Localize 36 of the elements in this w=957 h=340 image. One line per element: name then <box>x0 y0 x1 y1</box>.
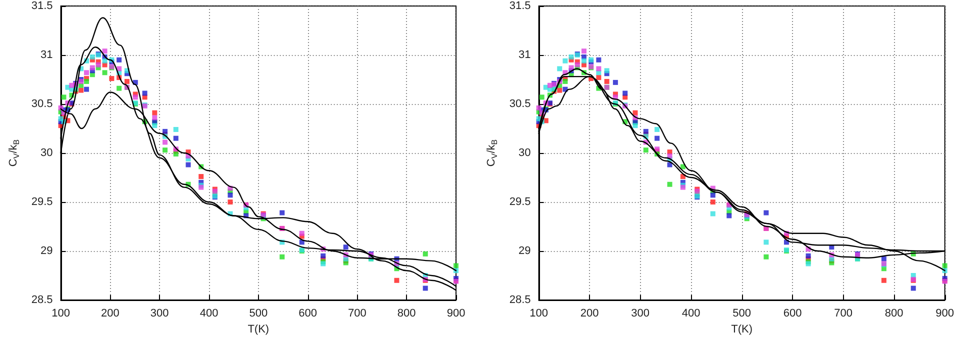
x-tick-label: 700 <box>834 308 852 320</box>
x-tick-label: 600 <box>783 308 802 320</box>
y-tick-label: 28.5 <box>31 294 53 306</box>
y-tick-label: 30.5 <box>31 98 53 110</box>
x-tick-label: 400 <box>200 308 218 320</box>
x-tick-label: 800 <box>884 308 904 320</box>
x-tick-label: 200 <box>101 308 120 320</box>
x-tick-label: 900 <box>446 308 466 320</box>
x-tick-label: 500 <box>732 308 751 320</box>
y-tick-label: 29 <box>518 245 531 257</box>
x-tick-label: 600 <box>298 308 317 320</box>
x-axis-title: T(K) <box>248 324 270 336</box>
y-axis-title: CV/kB <box>8 139 21 167</box>
x-tick-label: 400 <box>682 308 700 320</box>
y-tick-label: 29.5 <box>509 196 531 208</box>
x-tick-label: 300 <box>631 308 650 320</box>
y-tick-label: 30.5 <box>509 98 531 110</box>
x-tick-label: 100 <box>52 308 70 320</box>
x-tick-label: 100 <box>530 308 548 320</box>
y-tick-label: 29 <box>40 245 53 257</box>
x-tick-label: 900 <box>936 308 954 320</box>
y-tick-label: 28.5 <box>509 294 531 306</box>
x-tick-label: 500 <box>249 308 268 320</box>
x-tick-label: 300 <box>150 308 169 320</box>
y-tick-label: 31.5 <box>31 0 53 12</box>
y-axis-title: CV/kB <box>486 139 499 167</box>
y-tick-label: 31 <box>40 49 53 61</box>
y-tick-label: 30 <box>518 147 531 159</box>
y-tick-label: 29.5 <box>31 196 53 208</box>
x-tick-label: 800 <box>397 308 416 320</box>
x-axis-title: T(K) <box>731 324 753 336</box>
x-tick-label: 700 <box>348 308 366 320</box>
y-tick-label: 31.5 <box>509 0 531 12</box>
y-tick-label: 31 <box>518 49 531 61</box>
y-tick-label: 30 <box>40 147 53 159</box>
x-tick-label: 200 <box>580 308 599 320</box>
